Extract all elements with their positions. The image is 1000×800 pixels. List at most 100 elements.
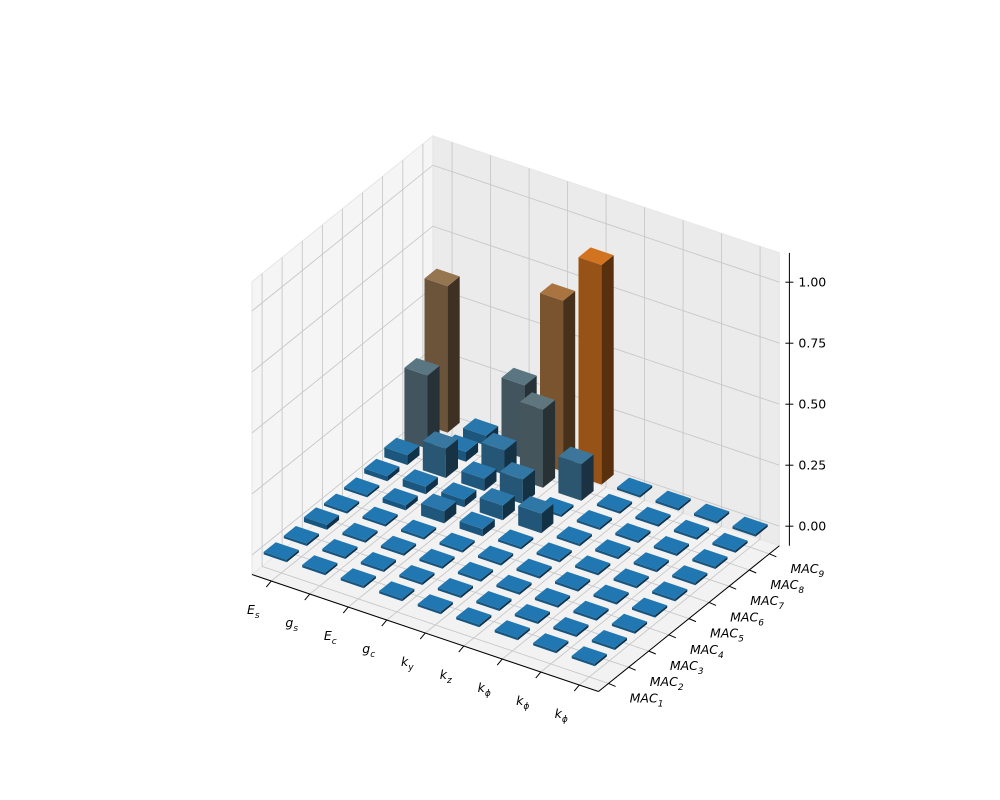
bar-face xyxy=(559,550,572,563)
bar-face xyxy=(541,503,554,534)
bar-face xyxy=(578,579,591,592)
bar-1-5 xyxy=(344,477,380,498)
bar-face xyxy=(516,568,540,579)
bar-face xyxy=(302,555,338,573)
x-tick-label-base: k xyxy=(555,706,563,721)
bar-face xyxy=(460,585,473,598)
bar-7-7 xyxy=(615,523,651,543)
bar-face xyxy=(479,615,492,628)
bar-face xyxy=(422,440,446,478)
bar-face xyxy=(522,469,535,504)
bar-face xyxy=(672,574,696,586)
bar-face xyxy=(540,283,576,301)
bar-face xyxy=(494,620,530,638)
bar-face xyxy=(697,527,710,540)
bar-face xyxy=(553,626,577,637)
bar-face xyxy=(521,537,534,550)
z-tick-label: 0.25 xyxy=(798,458,826,473)
y-tick-label: MAC8 xyxy=(770,577,804,596)
y-tick-label: MAC3 xyxy=(670,658,704,677)
y-tick-label-sub: 7 xyxy=(778,602,784,612)
bar-4-5 xyxy=(459,511,495,537)
bar-7-8 xyxy=(635,506,671,527)
y-tick xyxy=(728,585,737,590)
bar-face xyxy=(364,458,400,477)
bar-face xyxy=(712,532,748,551)
bar-face xyxy=(635,516,659,527)
bar-face xyxy=(379,590,403,602)
bar-6-1 xyxy=(456,607,492,628)
bar-face xyxy=(732,516,768,535)
bar-face xyxy=(653,536,689,554)
y-tick xyxy=(608,682,616,687)
bar-face xyxy=(539,566,552,579)
x-tick-label-base: E xyxy=(324,628,332,643)
bar-face xyxy=(461,471,485,491)
bar-face xyxy=(425,477,438,495)
bar-face xyxy=(499,462,535,480)
x-tick-label-base: g xyxy=(285,615,293,630)
bar-face xyxy=(534,587,571,606)
y-tick-label-sub: 4 xyxy=(718,651,724,661)
bar-7-1 xyxy=(494,620,530,641)
bar-3-1 xyxy=(340,568,376,589)
y-tick-label: MAC4 xyxy=(690,642,724,661)
bar-9-8 xyxy=(712,532,748,553)
x-tick-label-sub: c xyxy=(370,650,375,660)
bar-face xyxy=(496,574,532,593)
bar-face xyxy=(755,524,768,537)
bar-face xyxy=(591,630,627,648)
bar-face xyxy=(595,548,619,560)
bar-5-8 xyxy=(558,446,594,501)
bar-face xyxy=(362,516,386,527)
bar-face xyxy=(732,526,756,537)
bar-face xyxy=(384,437,420,456)
y-tick-label-sub: 3 xyxy=(698,667,704,677)
y-tick-label-sub: 6 xyxy=(758,618,764,628)
bar-3-6 xyxy=(441,482,477,508)
bar-face xyxy=(303,517,327,530)
bar-face xyxy=(447,276,460,433)
bar-8-4 xyxy=(593,584,629,605)
x-tick-label-base: k xyxy=(440,667,448,682)
bar-1-2 xyxy=(283,526,319,546)
bar-6-4 xyxy=(516,558,552,579)
bar-face xyxy=(519,392,556,410)
bar-face xyxy=(519,401,543,488)
x-tick-label-sub: ϕ xyxy=(523,702,529,712)
bar-face xyxy=(576,624,589,637)
bar-face xyxy=(536,552,560,563)
bar-6-9 xyxy=(617,477,653,498)
bar-face xyxy=(498,539,522,550)
bar-face xyxy=(498,529,534,547)
z-tick-label: 0.50 xyxy=(798,397,826,412)
bar-face xyxy=(322,539,358,557)
bar-face xyxy=(672,565,708,583)
bar-face xyxy=(367,485,380,498)
bar-1-6 xyxy=(364,458,400,482)
bar-face xyxy=(598,563,611,576)
bar-7-9 xyxy=(655,490,691,511)
bar-face xyxy=(538,497,574,515)
y-tick-label-base: MAC xyxy=(750,593,778,608)
bar-face xyxy=(536,542,572,560)
bar-face xyxy=(715,556,728,569)
bar-2-2 xyxy=(322,539,358,559)
bar-face xyxy=(573,600,609,619)
x-tick-label-base: k xyxy=(401,654,409,669)
bar-face xyxy=(382,497,406,511)
x-tick-label: kϕ xyxy=(478,680,491,699)
bar-face xyxy=(653,545,677,556)
bar-face xyxy=(594,654,607,667)
bar-face xyxy=(437,578,473,596)
bar-face xyxy=(404,367,428,449)
bar-face xyxy=(633,552,669,570)
bar-face xyxy=(658,514,671,527)
bar-face xyxy=(571,655,595,667)
bar-5-9 xyxy=(578,247,614,485)
bar-face xyxy=(635,506,671,525)
bar-face xyxy=(421,493,457,512)
bar-face xyxy=(558,595,571,608)
bar-face xyxy=(325,563,338,576)
bar-face xyxy=(655,605,668,618)
